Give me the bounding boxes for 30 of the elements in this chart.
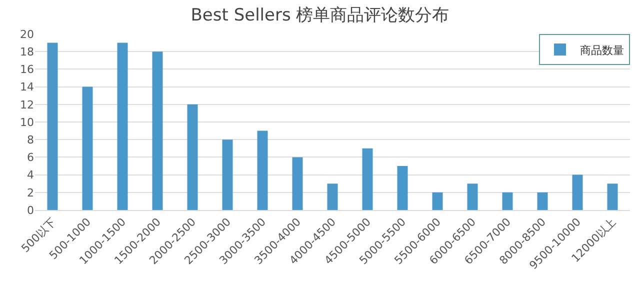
bar (537, 192, 548, 210)
y-tick-label: 4 (27, 168, 34, 182)
bar (187, 104, 198, 210)
bar (607, 184, 618, 210)
chart-title: Best Sellers 榜单商品评论数分布 (190, 5, 450, 26)
bar (572, 174, 583, 210)
bar (257, 130, 268, 210)
bar (432, 192, 443, 210)
bar (222, 140, 233, 210)
bar (117, 42, 128, 210)
y-tick-label: 18 (20, 45, 34, 58)
bar (397, 166, 408, 210)
bar (327, 184, 338, 210)
y-tick-label: 20 (20, 28, 34, 41)
y-tick-label: 14 (20, 80, 34, 94)
bar (82, 86, 93, 210)
bar (47, 42, 58, 210)
legend-label: 商品数量 (580, 44, 624, 57)
bar (467, 184, 478, 210)
y-tick-label: 0 (27, 204, 34, 217)
bar (152, 52, 163, 210)
y-tick-label: 10 (20, 116, 34, 129)
y-tick-label: 2 (27, 186, 34, 200)
y-tick-label: 6 (27, 151, 34, 164)
y-tick-label: 16 (20, 63, 34, 76)
bar (292, 157, 303, 210)
y-tick-label: 12 (20, 98, 34, 112)
y-tick-label: 8 (27, 133, 34, 146)
bar (362, 148, 373, 210)
bar (502, 192, 513, 210)
